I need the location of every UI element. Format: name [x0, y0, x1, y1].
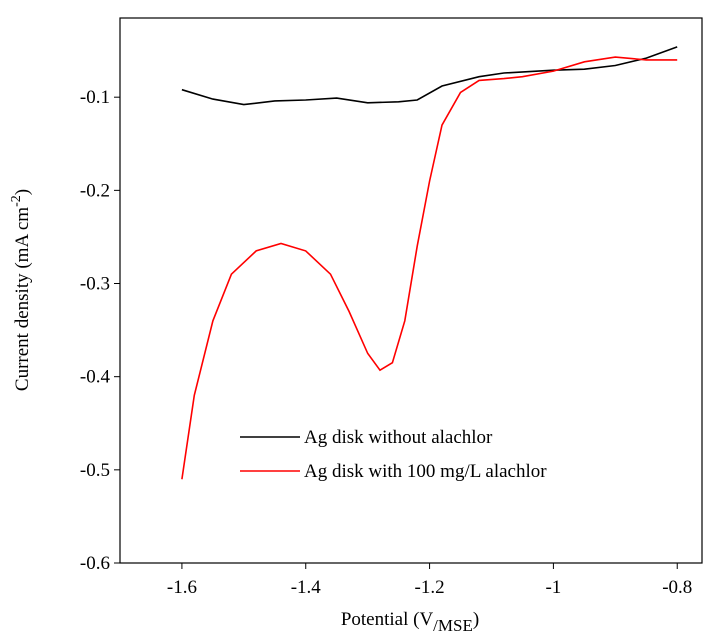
y-tick-label: -0.6	[80, 553, 110, 574]
legend-label: Ag disk with 100 mg/L alachlor	[304, 461, 547, 482]
y-label-sup: -2	[9, 195, 24, 207]
x-tick-label: -1.4	[291, 577, 322, 598]
y-tick-label: -0.4	[80, 367, 111, 388]
plot-frame	[119, 17, 703, 564]
series-line	[181, 46, 678, 106]
x-tick-label: -0.8	[662, 577, 692, 598]
y-label-main: Current density (mA cm	[12, 207, 33, 391]
series-line	[181, 56, 678, 480]
legend-label: Ag disk without alachlor	[304, 427, 493, 448]
y-tick-label: -0.2	[80, 180, 110, 201]
y-tick-label: -0.5	[80, 460, 110, 481]
x-tick-label: -1.6	[167, 577, 197, 598]
y-tick-label: -0.1	[80, 87, 110, 108]
x-tick-label: -1	[545, 577, 561, 598]
y-axis-label: Current density (mA cm-2)	[9, 189, 33, 391]
x-label-end: )	[473, 609, 479, 630]
x-label-sub: /MSE	[433, 616, 473, 635]
x-tick-label: -1.2	[415, 577, 445, 598]
x-axis-label: Potential (V/MSE)	[341, 609, 479, 635]
y-label-end: )	[12, 189, 33, 195]
y-tick-label: -0.3	[80, 274, 110, 295]
x-label-main: Potential (V	[341, 609, 434, 630]
